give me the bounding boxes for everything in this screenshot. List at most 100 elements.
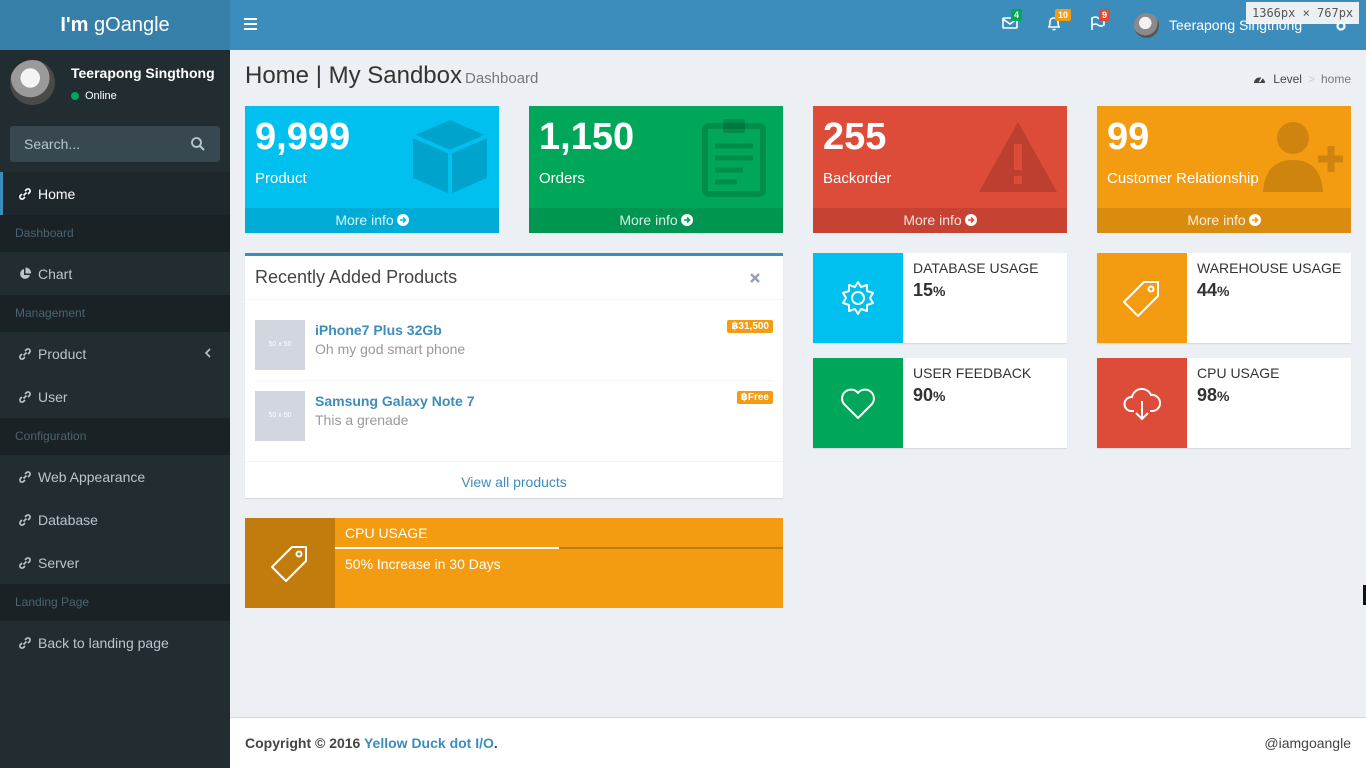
info-box-warehouse-usage: WAREHOUSE USAGE 44% [1097, 253, 1351, 343]
box-title: Recently Added Products [255, 267, 458, 287]
cpu-usage-progress-box: CPU USAGE 50% Increase in 30 Days [245, 518, 783, 608]
search-icon[interactable] [190, 136, 206, 152]
sidebar-item-label: Back to landing page [38, 634, 169, 651]
menu-header-landing: Landing Page [0, 584, 230, 621]
company-link[interactable]: Yellow Duck dot I/O [363, 735, 494, 751]
product-name-link[interactable]: iPhone7 Plus 32Gb [315, 322, 442, 338]
main-footer: Copyright © 2016 Yellow Duck dot I/O. @i… [230, 717, 1366, 768]
breadcrumb-level[interactable]: Level [1273, 72, 1302, 86]
top-navbar: 4 10 9 Teerapong Singthong [230, 0, 1366, 50]
sidebar-user-name: Teerapong Singthong [71, 65, 215, 81]
copyright-text: Copyright © 2016 Yellow Duck dot I/O. [245, 735, 498, 751]
notifications-badge: 10 [1055, 9, 1072, 21]
info-box-cpu-usage: CPU USAGE 98% [1097, 358, 1351, 448]
info-number: 44 [1197, 280, 1218, 300]
gear-icon [842, 281, 874, 315]
sidebar-item-label: Home [38, 185, 76, 202]
heart-icon [841, 388, 875, 419]
view-all-products-link[interactable]: View all products [245, 461, 783, 501]
stat-footer-label: More info [335, 212, 394, 228]
sidebar-item-back-landing[interactable]: Back to landing page [0, 621, 230, 664]
content-header: Home | My Sandbox Dashboard [245, 62, 538, 90]
info-box-database-usage: DATABASE USAGE 15% [813, 253, 1067, 343]
copyright-label: Copyright © 2016 [245, 735, 364, 751]
sidebar-item-label: Server [38, 554, 80, 571]
info-unit: % [933, 388, 946, 404]
messages-button[interactable]: 4 [1001, 9, 1023, 36]
arrow-circle-right-icon [680, 214, 693, 226]
arrow-circle-right-icon [396, 214, 409, 226]
info-unit: % [1217, 283, 1230, 299]
menu-header-dashboard: Dashboard [0, 215, 230, 252]
link-icon [19, 636, 31, 649]
sidebar-item-home[interactable]: Home [0, 172, 230, 215]
stat-value: 99 [1107, 116, 1150, 158]
info-number: 90 [913, 385, 934, 405]
sidebar-search [10, 126, 220, 162]
link-icon [19, 187, 31, 200]
flag-icon [1091, 16, 1105, 30]
link-icon [19, 470, 31, 483]
stat-value: 1,150 [539, 116, 635, 158]
stat-label: Orders [539, 170, 585, 187]
chevron-left-icon [204, 348, 211, 358]
info-label: CPU USAGE [345, 525, 428, 541]
online-dot-icon [71, 92, 79, 100]
stat-more-info-link[interactable]: More info [1097, 208, 1351, 233]
product-name-link[interactable]: Samsung Galaxy Note 7 [315, 393, 475, 409]
warning-icon [979, 122, 1057, 192]
logo-rest: gOangle [88, 14, 170, 36]
info-icon-container [245, 518, 335, 608]
tasks-button[interactable]: 9 [1089, 9, 1111, 36]
tag-icon [1123, 281, 1159, 317]
progress-bar-fill [335, 547, 559, 549]
arrow-circle-right-icon [964, 214, 977, 226]
menu-header-configuration: Configuration [0, 418, 230, 455]
sidebar-item-product[interactable]: Product [0, 332, 230, 375]
clipboard-icon [702, 119, 766, 197]
info-box-user-feedback: USER FEEDBACK 90% [813, 358, 1067, 448]
social-handle: @iamgoangle [1264, 735, 1351, 751]
list-item: 50 x 50 iPhone7 Plus 32Gb Oh my god smar… [255, 310, 773, 380]
info-number: 15 [913, 280, 934, 300]
sidebar-item-user[interactable]: User [0, 375, 230, 418]
link-icon [19, 513, 31, 526]
stat-footer-label: More info [619, 212, 678, 228]
notifications-button[interactable]: 10 [1045, 9, 1072, 36]
sidebar-item-label: Web Appearance [38, 468, 146, 485]
info-value: 15% [913, 280, 945, 301]
dashboard-icon [1254, 77, 1266, 83]
close-icon[interactable] [749, 272, 761, 284]
stat-value: 9,999 [255, 116, 351, 158]
sidebar-item-database[interactable]: Database [0, 498, 230, 541]
sidebar-item-chart[interactable]: Chart [0, 252, 230, 295]
stat-label: Product [255, 170, 307, 187]
sidebar-item-label: Product [38, 345, 87, 362]
progress-description: 50% Increase in 30 Days [345, 556, 501, 572]
arrow-circle-right-icon [1248, 214, 1261, 226]
stat-more-info-link[interactable]: More info [813, 208, 1067, 233]
stat-value: 255 [823, 116, 887, 158]
user-plus-icon [1263, 122, 1343, 192]
product-price-badge: ฿31,500 [727, 320, 773, 333]
tasks-badge: 9 [1099, 9, 1111, 21]
info-icon-container [813, 358, 903, 448]
sidebar-item-server[interactable]: Server [0, 541, 230, 584]
sidebar-avatar [10, 60, 55, 105]
link-icon [19, 347, 31, 360]
info-icon-container [1097, 358, 1187, 448]
sidebar-item-web-appearance[interactable]: Web Appearance [0, 455, 230, 498]
copyright-dot: . [493, 735, 498, 751]
info-value: 90% [913, 385, 945, 406]
info-number: 98 [1197, 385, 1218, 405]
stat-label: Customer Relationship [1107, 170, 1259, 187]
sidebar-search-input[interactable] [10, 126, 186, 162]
stat-more-info-link[interactable]: More info [245, 208, 499, 233]
stat-more-info-link[interactable]: More info [529, 208, 783, 233]
sidebar-toggle-button[interactable] [244, 15, 260, 35]
product-thumbnail: 50 x 50 [255, 391, 305, 441]
product-description: This a grenade [315, 412, 409, 428]
tag-icon [271, 546, 307, 582]
app-logo[interactable]: I'm gOangle [0, 0, 230, 50]
info-value: 98% [1197, 385, 1229, 406]
